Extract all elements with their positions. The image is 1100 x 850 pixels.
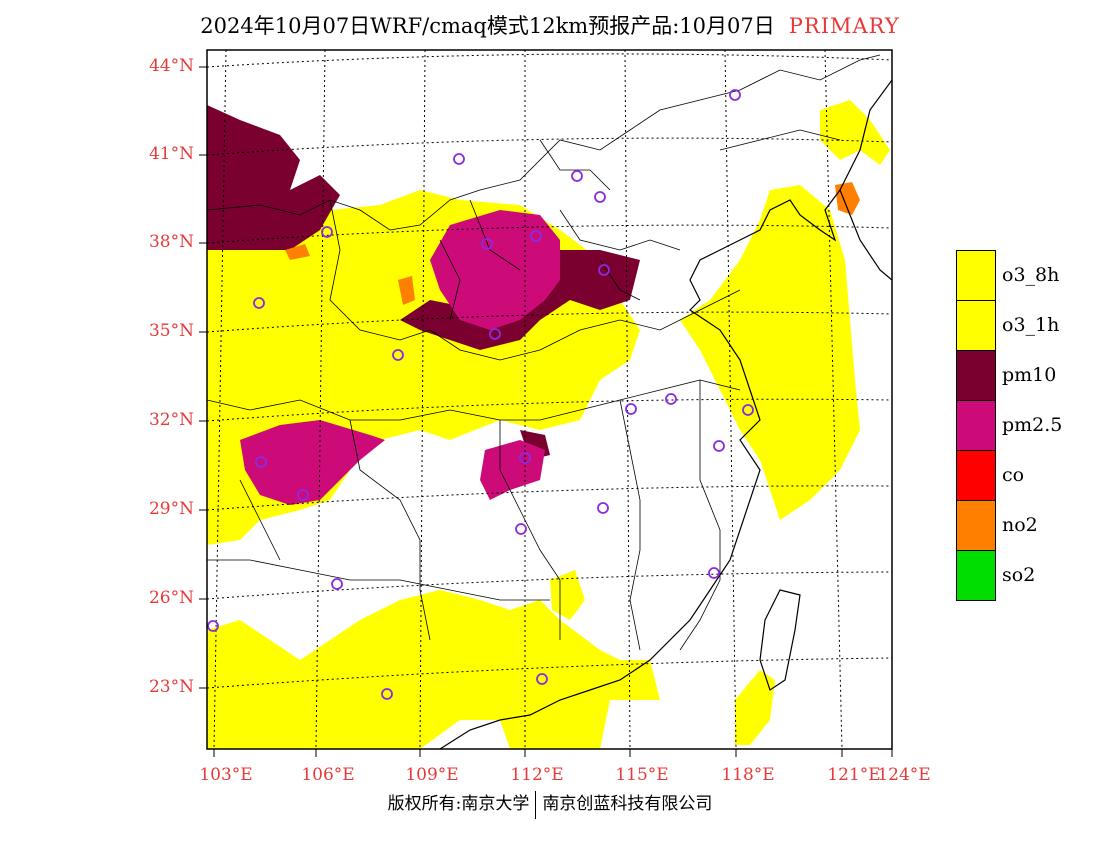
station-marker <box>489 328 501 340</box>
station-marker <box>594 191 606 203</box>
legend-label: no2 <box>1002 514 1038 536</box>
map-title: 2024年10月07日WRF/cmaq模式12km预报产品:10月07日 PRIM… <box>0 10 1100 40</box>
footer-divider <box>535 790 537 819</box>
legend-item-o3-1h: o3_1h <box>956 300 1096 351</box>
station-marker <box>481 238 493 250</box>
station-marker <box>708 567 720 579</box>
station-marker <box>515 523 527 535</box>
copyright-footer: 版权所有:南京大学 南京创蓝科技有限公司 <box>0 789 1100 819</box>
title-text: 2024年10月07日WRF/cmaq模式12km预报产品:10月07日 <box>200 14 775 38</box>
lat-label-44n: 44°N <box>148 56 194 76</box>
lat-label-23n: 23°N <box>148 677 194 697</box>
legend-label: so2 <box>1002 564 1036 586</box>
o3-region-northeast <box>820 100 890 165</box>
legend-item-pm10: pm10 <box>956 350 1096 401</box>
station-marker <box>571 170 583 182</box>
lon-label-121e: 121°E <box>827 765 881 785</box>
station-marker <box>381 688 393 700</box>
lat-label-29n: 29°N <box>148 499 194 519</box>
lon-label-115e: 115°E <box>615 765 669 785</box>
legend-swatch <box>956 300 996 351</box>
pollution-overlays <box>207 100 890 749</box>
legend-item-pm25: pm2.5 <box>956 400 1096 451</box>
station-marker <box>597 502 609 514</box>
pollutant-legend: o3_8h o3_1h pm10 pm2.5 co no2 so2 <box>956 250 1096 601</box>
o3-region-taiwan <box>735 670 775 745</box>
lon-label-112e: 112°E <box>510 765 564 785</box>
station-marker <box>713 440 725 452</box>
legend-swatch <box>956 500 996 551</box>
no2-region-gansu <box>285 244 310 260</box>
lat-label-32n: 32°N <box>148 410 194 430</box>
legend-swatch <box>956 350 996 401</box>
legend-label: pm2.5 <box>1002 414 1063 436</box>
station-marker <box>253 297 265 309</box>
station-marker <box>598 264 610 276</box>
no2-region-liaoning <box>835 182 860 215</box>
station-marker <box>665 393 677 405</box>
station-marker <box>536 673 548 685</box>
lon-label-109e: 109°E <box>405 765 459 785</box>
primary-tag: PRIMARY <box>788 14 900 38</box>
coastline <box>439 79 892 749</box>
station-marker <box>453 153 465 165</box>
station-marker <box>729 89 741 101</box>
copyright-left: 版权所有:南京大学 <box>387 794 530 814</box>
station-marker <box>297 489 309 501</box>
o3-region-hunan <box>550 570 585 620</box>
map-border <box>206 49 893 750</box>
graticule <box>207 50 892 749</box>
lat-label-26n: 26°N <box>148 588 194 608</box>
station-marker <box>331 578 343 590</box>
station-marker <box>519 452 531 464</box>
legend-label: co <box>1002 464 1025 486</box>
legend-item-co: co <box>956 450 1096 501</box>
legend-label: pm10 <box>1002 364 1057 386</box>
pm25-region-north <box>430 210 560 330</box>
legend-item-so2: so2 <box>956 550 1096 601</box>
pm25-region-sichuan <box>240 420 385 505</box>
station-marker <box>207 620 219 632</box>
station-marker <box>625 403 637 415</box>
axis-ticks <box>199 66 893 757</box>
legend-label: o3_1h <box>1002 314 1060 336</box>
monitoring-stations <box>207 89 754 700</box>
legend-swatch <box>956 450 996 501</box>
lon-label-118e: 118°E <box>721 765 775 785</box>
lon-label-124e: 124°E <box>877 765 931 785</box>
pm10-region-northwest <box>207 105 340 250</box>
legend-swatch <box>956 400 996 451</box>
station-marker <box>530 230 542 242</box>
no2-region-loess <box>398 276 415 305</box>
lat-label-38n: 38°N <box>148 232 194 252</box>
station-marker <box>742 404 754 416</box>
legend-swatch <box>956 250 996 301</box>
lat-label-35n: 35°N <box>148 321 194 341</box>
station-marker <box>392 349 404 361</box>
o3-region-south <box>207 590 660 749</box>
legend-label: o3_8h <box>1002 264 1060 286</box>
station-marker <box>255 456 267 468</box>
lat-label-41n: 41°N <box>148 144 194 164</box>
copyright-right: 南京创蓝科技有限公司 <box>542 794 713 814</box>
lon-label-103e: 103°E <box>199 765 253 785</box>
station-marker <box>321 226 333 238</box>
legend-item-o3-8h: o3_8h <box>956 250 1096 301</box>
legend-item-no2: no2 <box>956 500 1096 551</box>
province-borders <box>207 54 881 651</box>
lon-label-106e: 106°E <box>301 765 355 785</box>
legend-swatch <box>956 550 996 601</box>
o3-region-east <box>680 185 860 520</box>
